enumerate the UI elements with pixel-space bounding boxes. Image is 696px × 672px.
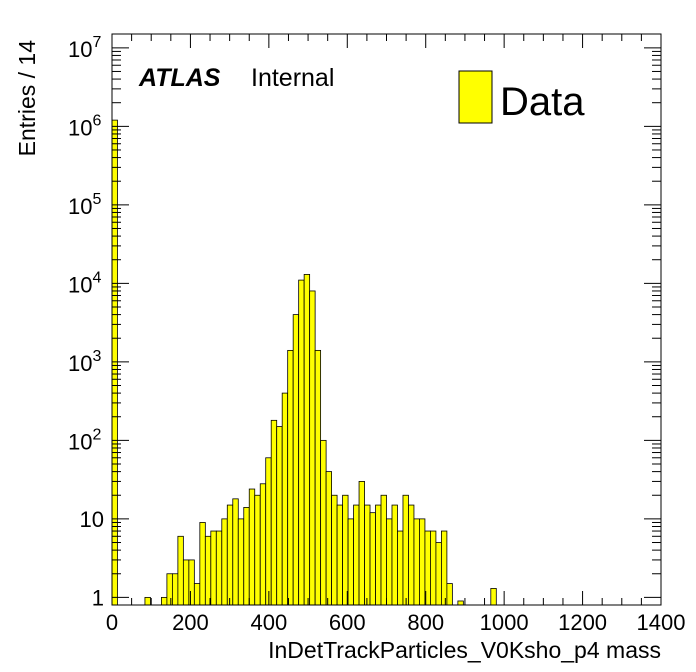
histogram-bar xyxy=(380,494,387,606)
histogram-bar xyxy=(375,504,382,606)
histogram-bar xyxy=(353,504,360,606)
histogram-bar xyxy=(243,507,250,606)
histogram-bar xyxy=(325,471,332,606)
histogram-bar xyxy=(248,488,256,606)
histogram-bar xyxy=(276,426,283,606)
histogram-bar xyxy=(210,530,217,606)
y-tick-labels: 1 10 102 103 104 105 106 107 xyxy=(68,34,104,611)
histogram-bar xyxy=(265,457,272,606)
histogram-bar xyxy=(320,439,327,606)
x-tick-label: 0 xyxy=(106,610,118,635)
x-tick-label: 800 xyxy=(407,610,444,635)
histogram-bar xyxy=(331,494,338,606)
histogram-bar xyxy=(204,535,212,606)
histogram-bar xyxy=(298,279,305,606)
legend: Data xyxy=(458,70,585,124)
histogram-bar xyxy=(397,530,404,606)
y-tick-label: 102 xyxy=(68,426,101,454)
histogram-bar xyxy=(369,512,376,606)
histogram-bar xyxy=(182,559,190,606)
histogram-bar xyxy=(259,483,267,606)
x-tick-label: 400 xyxy=(250,610,287,635)
histogram-bar xyxy=(309,290,316,606)
histogram-bar xyxy=(221,518,228,606)
histogram-bar xyxy=(215,530,223,606)
histogram-bar xyxy=(413,518,420,606)
histogram-bar xyxy=(237,518,245,606)
histogram-bar xyxy=(177,535,184,606)
y-tick-label: 105 xyxy=(68,191,101,219)
y-tick-label: 104 xyxy=(68,269,101,297)
histogram-bar xyxy=(166,573,173,606)
x-tick-label: 1200 xyxy=(558,610,607,635)
histogram-bar xyxy=(358,481,365,606)
histogram-bar xyxy=(408,504,415,606)
x-tick-label: 200 xyxy=(172,610,209,635)
histogram-bar xyxy=(364,504,371,606)
axis-ticks xyxy=(111,34,662,605)
histogram-bar xyxy=(270,419,278,606)
histogram-bar xyxy=(226,504,234,606)
histogram-bar xyxy=(161,596,168,606)
histogram-bar xyxy=(457,600,464,606)
y-tick-label: 1 xyxy=(92,585,104,610)
histogram-bar xyxy=(386,518,393,606)
histogram-bar xyxy=(281,392,289,606)
histogram-bar xyxy=(391,504,398,606)
histogram-bar xyxy=(446,583,453,606)
histogram-bar xyxy=(342,494,349,606)
atlas-label: ATLAS xyxy=(138,64,221,92)
histogram-bar xyxy=(254,494,261,606)
histogram-bars xyxy=(111,119,497,606)
histogram-bar xyxy=(144,596,151,606)
histogram-bar xyxy=(347,518,354,606)
histogram-bar xyxy=(287,349,294,606)
x-tick-label: 600 xyxy=(329,610,366,635)
histogram-bar xyxy=(314,349,322,606)
y-tick-label: 106 xyxy=(68,112,101,140)
histogram-bar xyxy=(435,542,442,606)
y-tick-label: 10 xyxy=(80,507,104,532)
y-tick-label: 103 xyxy=(68,348,101,376)
x-axis-label: InDetTrackParticles_V0Ksho_p4 mass xyxy=(268,637,661,663)
histogram-bar xyxy=(111,119,118,606)
histogram-bar xyxy=(171,573,179,606)
histogram-bar xyxy=(440,530,448,606)
histogram-bar xyxy=(419,518,426,606)
histogram-bar xyxy=(193,583,201,606)
histogram-bar xyxy=(303,274,311,606)
atlas-internal-label: Internal xyxy=(251,64,334,92)
y-axis-label: Entries / 14 xyxy=(14,40,40,157)
legend-swatch xyxy=(458,70,493,124)
histogram-bar xyxy=(199,522,206,606)
y-tick-label: 107 xyxy=(68,34,101,62)
histogram-bar xyxy=(232,498,239,606)
x-tick-label: 1000 xyxy=(480,610,529,635)
histogram-bar xyxy=(402,494,409,606)
histogram-bar xyxy=(430,530,437,606)
histogram-bar xyxy=(336,504,343,606)
histogram-bar xyxy=(292,314,300,606)
histogram-bar xyxy=(188,559,195,606)
x-tick-labels: 0 200 400 600 800 1000 1200 1400 xyxy=(106,610,686,635)
legend-label-data: Data xyxy=(500,80,585,124)
x-tick-label: 1400 xyxy=(637,610,686,635)
histogram-bar xyxy=(490,588,497,606)
